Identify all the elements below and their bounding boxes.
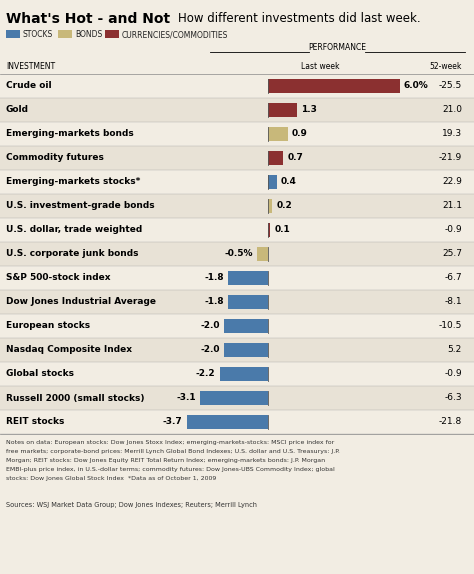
Bar	[6, 30, 20, 38]
Text: 0.4: 0.4	[281, 177, 297, 187]
Text: free markets; corporate-bond prices: Merrill Lynch Global Bond Indexes; U.S. dol: free markets; corporate-bond prices: Mer…	[6, 449, 340, 454]
Bar	[0, 146, 474, 170]
Text: What's Hot - and Not: What's Hot - and Not	[6, 12, 170, 26]
Text: -25.5: -25.5	[439, 82, 462, 91]
Bar	[0, 314, 474, 338]
Bar	[268, 127, 288, 141]
Bar	[219, 367, 268, 381]
Bar	[224, 343, 268, 356]
Text: -1.8: -1.8	[205, 297, 224, 307]
Text: Russell 2000 (small stocks): Russell 2000 (small stocks)	[6, 394, 145, 402]
Bar	[268, 152, 283, 165]
Text: -21.8: -21.8	[439, 417, 462, 426]
Bar	[0, 410, 474, 434]
Bar	[0, 242, 474, 266]
Bar	[228, 296, 268, 309]
Text: 22.9: 22.9	[442, 177, 462, 187]
Text: EMBI-plus price index, in U.S.-dollar terms; commodity futures: Dow Jones-UBS Co: EMBI-plus price index, in U.S.-dollar te…	[6, 467, 335, 472]
Bar	[200, 391, 268, 405]
Bar	[105, 30, 119, 38]
Text: -10.5: -10.5	[438, 321, 462, 331]
Bar	[187, 416, 268, 429]
Text: 52-week: 52-week	[429, 62, 462, 71]
Text: Emerging-markets stocks*: Emerging-markets stocks*	[6, 177, 140, 187]
Bar	[0, 362, 474, 386]
Bar	[268, 223, 270, 236]
Bar	[0, 98, 474, 122]
Text: -2.0: -2.0	[201, 321, 220, 331]
Text: 21.0: 21.0	[442, 106, 462, 114]
Text: -2.0: -2.0	[201, 346, 220, 355]
Bar	[0, 386, 474, 410]
Bar	[0, 218, 474, 242]
Text: -0.9: -0.9	[444, 226, 462, 235]
Bar	[224, 319, 268, 332]
Text: -3.7: -3.7	[163, 417, 182, 426]
Text: 0.9: 0.9	[292, 130, 308, 138]
Bar	[0, 170, 474, 194]
Text: Nasdaq Composite Index: Nasdaq Composite Index	[6, 346, 132, 355]
Text: Commodity futures: Commodity futures	[6, 153, 104, 162]
Text: Dow Jones Industrial Average: Dow Jones Industrial Average	[6, 297, 156, 307]
Bar	[0, 194, 474, 218]
Text: PERFORMANCE: PERFORMANCE	[309, 43, 366, 52]
Text: CURRENCIES/COMMODITIES: CURRENCIES/COMMODITIES	[122, 30, 228, 39]
Text: Notes on data: European stocks: Dow Jones Stoxx Index; emerging-markets-stocks: : Notes on data: European stocks: Dow Jone…	[6, 440, 334, 445]
Bar	[268, 176, 277, 189]
Text: -2.2: -2.2	[196, 370, 216, 378]
Bar	[257, 247, 268, 261]
Text: -6.3: -6.3	[444, 394, 462, 402]
Text: 0.2: 0.2	[276, 201, 292, 211]
Text: How different investments did last week.: How different investments did last week.	[178, 12, 420, 25]
Text: Emerging-markets bonds: Emerging-markets bonds	[6, 130, 134, 138]
Bar	[268, 79, 400, 92]
Text: REIT stocks: REIT stocks	[6, 417, 64, 426]
Text: U.S. corporate junk bonds: U.S. corporate junk bonds	[6, 250, 138, 258]
Bar	[0, 266, 474, 290]
Text: Crude oil: Crude oil	[6, 82, 52, 91]
Text: -21.9: -21.9	[439, 153, 462, 162]
Text: S&P 500-stock index: S&P 500-stock index	[6, 273, 110, 282]
Text: 5.2: 5.2	[448, 346, 462, 355]
Bar	[0, 290, 474, 314]
Bar	[268, 199, 273, 212]
Text: 6.0%: 6.0%	[404, 82, 429, 91]
Text: -8.1: -8.1	[444, 297, 462, 307]
Text: -1.8: -1.8	[205, 273, 224, 282]
Bar	[0, 338, 474, 362]
Text: STOCKS: STOCKS	[23, 30, 53, 39]
Text: -0.9: -0.9	[444, 370, 462, 378]
Text: 0.7: 0.7	[287, 153, 303, 162]
Text: 25.7: 25.7	[442, 250, 462, 258]
Text: 0.1: 0.1	[274, 226, 290, 235]
Text: 1.3: 1.3	[301, 106, 317, 114]
Text: Last week: Last week	[301, 62, 339, 71]
Bar	[0, 74, 474, 98]
Text: Gold: Gold	[6, 106, 29, 114]
Text: -0.5%: -0.5%	[225, 250, 253, 258]
Bar	[0, 122, 474, 146]
Text: -6.7: -6.7	[444, 273, 462, 282]
Text: INVESTMENT: INVESTMENT	[6, 62, 55, 71]
Text: 19.3: 19.3	[442, 130, 462, 138]
Bar	[268, 103, 297, 117]
Text: BONDS: BONDS	[75, 30, 102, 39]
Text: Global stocks: Global stocks	[6, 370, 74, 378]
Text: -3.1: -3.1	[176, 394, 196, 402]
Text: 21.1: 21.1	[442, 201, 462, 211]
Text: U.S. dollar, trade weighted: U.S. dollar, trade weighted	[6, 226, 142, 235]
Bar	[228, 272, 268, 285]
Text: Morgan; REIT stocks: Dow Jones Equity REIT Total Return Index; emerging-markets : Morgan; REIT stocks: Dow Jones Equity RE…	[6, 458, 325, 463]
Text: stocks: Dow Jones Global Stock Index  *Data as of October 1, 2009: stocks: Dow Jones Global Stock Index *Da…	[6, 476, 216, 481]
Text: European stocks: European stocks	[6, 321, 90, 331]
Text: U.S. investment-grade bonds: U.S. investment-grade bonds	[6, 201, 155, 211]
Bar	[58, 30, 72, 38]
Text: Sources: WSJ Market Data Group; Dow Jones Indexes; Reuters; Merrill Lynch: Sources: WSJ Market Data Group; Dow Jone…	[6, 502, 257, 508]
